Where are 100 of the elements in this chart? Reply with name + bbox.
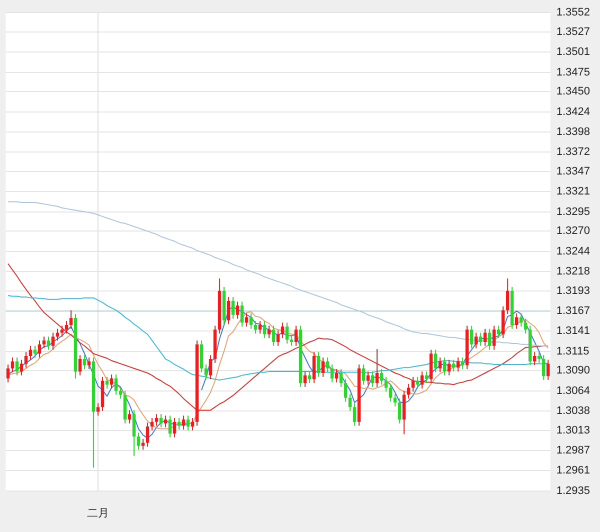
candlestick	[280, 322, 284, 339]
candlestick	[190, 417, 194, 431]
candlestick	[416, 376, 420, 389]
candlestick	[474, 332, 478, 349]
y-tick-label: 1.3398	[556, 126, 590, 138]
candlestick	[46, 336, 50, 350]
candlestick	[51, 332, 55, 350]
candlestick	[290, 335, 294, 346]
candlestick	[532, 352, 536, 366]
candlestick	[168, 415, 172, 438]
candlestick	[524, 318, 528, 334]
candlestick	[406, 383, 410, 400]
candlestick	[24, 352, 28, 368]
candlestick	[542, 354, 546, 380]
candlestick	[208, 354, 212, 380]
candlestick	[514, 312, 518, 330]
candlestick	[114, 374, 118, 396]
y-tick-label: 1.3527	[556, 26, 590, 38]
y-tick-label: 1.3295	[556, 206, 590, 218]
y-tick-label: 1.3244	[556, 245, 590, 258]
candlestick	[452, 359, 456, 372]
candlestick	[82, 354, 86, 370]
candlestick	[96, 402, 100, 416]
candlestick	[537, 352, 541, 364]
candlestick	[258, 320, 262, 334]
candlestick	[456, 356, 460, 372]
y-tick-label: 1.3064	[556, 384, 590, 397]
y-tick-label: 1.3115	[556, 345, 590, 358]
candlestick	[411, 376, 415, 392]
candlestick	[244, 312, 248, 327]
candlestick	[128, 410, 132, 424]
candlestick	[478, 332, 482, 346]
candlestick	[110, 374, 114, 389]
candlestick	[141, 438, 145, 450]
candlestick	[438, 356, 442, 373]
candlestick	[470, 325, 474, 349]
y-tick-label: 1.3090	[556, 364, 590, 377]
candlestick	[226, 296, 230, 325]
y-tick-label: 1.3552	[556, 6, 590, 19]
x-tick-label: 二月	[87, 507, 110, 520]
candlestick	[78, 354, 82, 376]
candlestick	[42, 336, 46, 349]
candlestick	[294, 325, 298, 346]
y-tick-label: 1.3450	[556, 86, 590, 98]
candlestick	[334, 368, 338, 383]
candlestick	[519, 312, 523, 327]
candlestick	[388, 383, 392, 402]
candlestick	[249, 312, 253, 330]
candlestick	[159, 414, 163, 428]
candlestick	[326, 356, 330, 373]
candlestick	[172, 417, 176, 438]
candlestick	[231, 296, 235, 320]
y-tick-label: 1.3167	[556, 305, 590, 318]
candlestick	[236, 301, 240, 320]
y-tick-label: 1.3501	[556, 46, 590, 58]
candlestick	[240, 301, 244, 327]
candlestick	[154, 414, 158, 426]
candlestick	[132, 410, 136, 456]
candlestick	[375, 348, 379, 388]
y-tick-label: 1.2935	[556, 484, 590, 497]
candlestick	[276, 330, 280, 346]
candlestick	[380, 368, 384, 386]
candlestick	[492, 325, 496, 350]
candlestick	[136, 432, 140, 450]
candlestick	[69, 310, 73, 330]
candlestick	[398, 398, 402, 424]
candlestick	[488, 328, 492, 350]
candlestick	[204, 364, 208, 380]
candlestick	[352, 402, 356, 426]
y-tick-label: 1.3475	[556, 66, 590, 78]
candlestick	[146, 422, 150, 448]
candlestick	[546, 359, 550, 380]
candlestick	[506, 278, 510, 315]
candlestick	[64, 320, 68, 334]
candlestick	[60, 325, 64, 338]
candlestick	[496, 325, 500, 339]
y-tick-label: 1.3038	[556, 405, 590, 417]
candlestick	[10, 356, 14, 373]
candlestick	[384, 376, 388, 392]
y-tick-label: 1.2987	[556, 444, 590, 457]
candlestick	[272, 325, 276, 346]
candlestick	[321, 356, 325, 378]
y-tick-label: 1.3321	[556, 186, 590, 198]
candlestick	[105, 376, 109, 389]
candlestick	[442, 356, 446, 376]
y-tick-label: 1.3141	[556, 325, 590, 338]
y-tick-label: 1.3193	[556, 284, 590, 297]
y-tick-label: 1.2961	[556, 464, 590, 477]
candlestick	[285, 322, 289, 344]
candlestick	[182, 415, 186, 430]
y-tick-label: 1.3270	[556, 225, 590, 238]
candlestick	[164, 415, 168, 428]
candlestick	[186, 415, 190, 431]
candlestick	[20, 359, 24, 376]
y-tick-label: 1.3372	[556, 146, 590, 158]
candlestick	[483, 328, 487, 346]
candlestick	[434, 349, 438, 373]
candlestick	[344, 378, 348, 402]
candlestick	[150, 417, 154, 431]
candlestick	[267, 325, 271, 339]
